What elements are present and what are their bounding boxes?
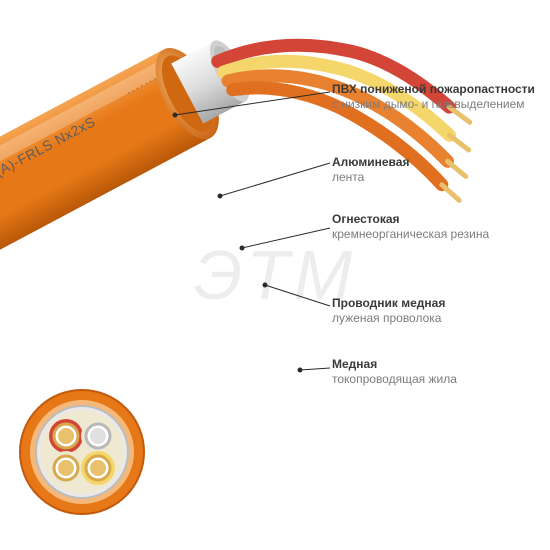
callout-sub: лента bbox=[332, 170, 548, 185]
xsec-core-1-conductor bbox=[90, 428, 106, 444]
callout-2: Огнестокаякремнеорганическая резина bbox=[332, 212, 548, 242]
callout-0: ПВХ пониженой пожаропастностис низким ды… bbox=[332, 82, 548, 112]
xsec-core-3-conductor bbox=[90, 460, 106, 476]
callout-title: Проводник медная bbox=[332, 296, 548, 311]
xsec-core-2-conductor bbox=[58, 460, 74, 476]
xsec-core-0-conductor bbox=[58, 428, 74, 444]
xsec-filler bbox=[40, 410, 124, 494]
callout-3: Проводник меднаялуженая проволока bbox=[332, 296, 548, 326]
callout-sub: с низким дымо- и газовыделением bbox=[332, 97, 548, 112]
callout-4: Меднаятокопроводящая жила bbox=[332, 357, 548, 387]
callout-1: Алюминеваялента bbox=[332, 155, 548, 185]
diagram-root: ЭТМ bbox=[0, 0, 550, 550]
callout-title: Алюминевая bbox=[332, 155, 548, 170]
callout-sub: кремнеорганическая резина bbox=[332, 227, 548, 242]
callout-title: Медная bbox=[332, 357, 548, 372]
callout-title: ПВХ пониженой пожаропастности bbox=[332, 82, 548, 97]
callout-sub: луженая проволока bbox=[332, 311, 548, 326]
callout-title: Огнестокая bbox=[332, 212, 548, 227]
callout-sub: токопроводящая жила bbox=[332, 372, 548, 387]
